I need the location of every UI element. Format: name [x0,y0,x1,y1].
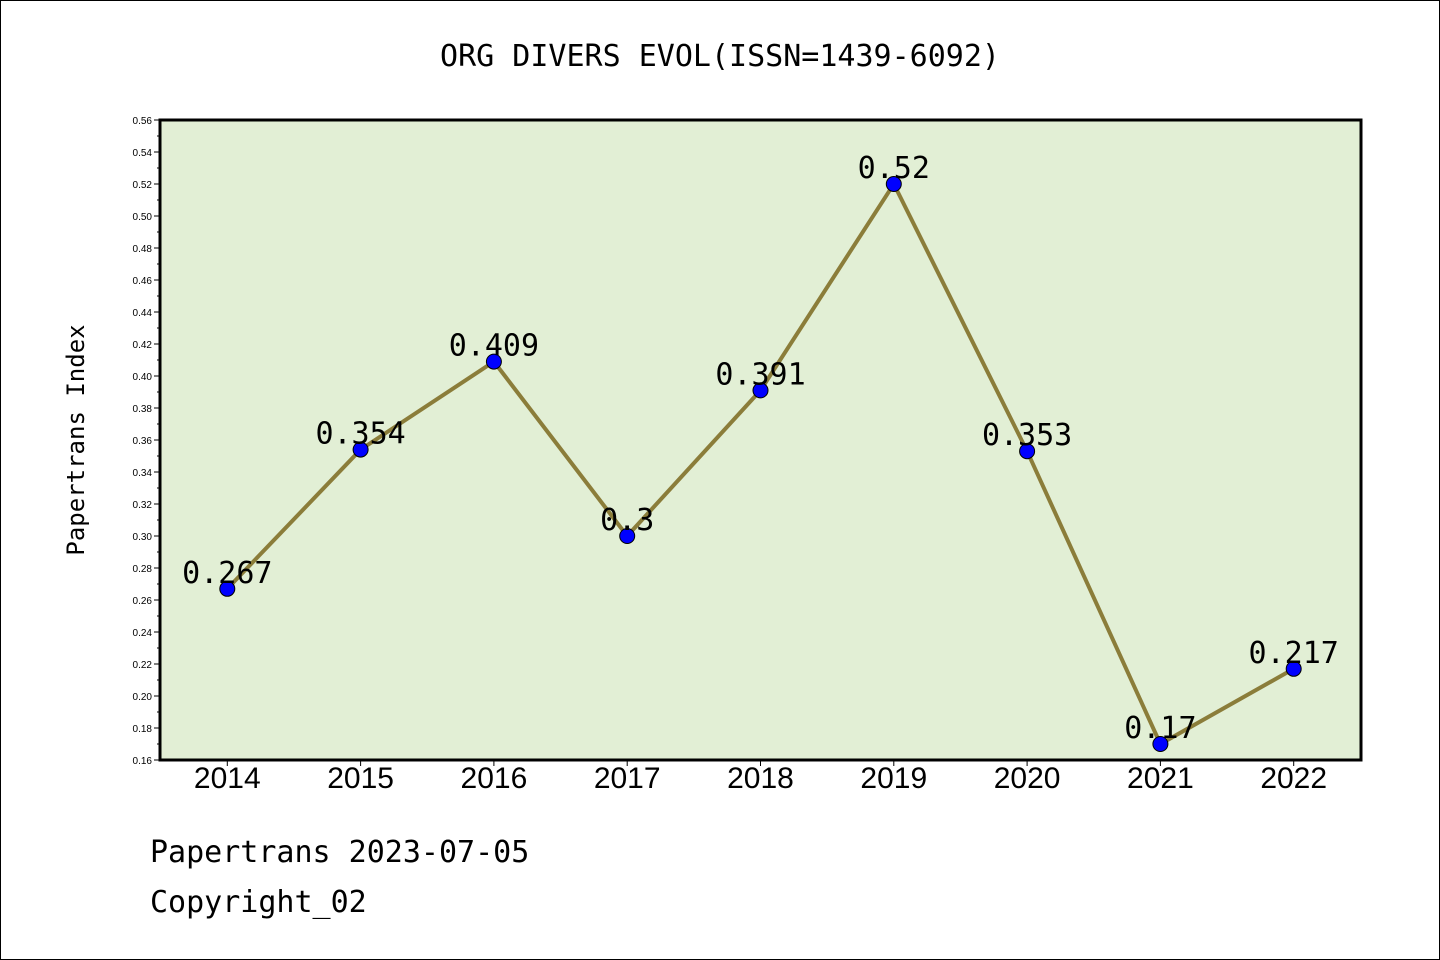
x-axis: 2014 2015 2016 2017 2018 2019 2020 2021 2022 [194,760,1327,795]
y-tick-label: 0.52 [133,180,153,191]
data-point [352,441,369,458]
y-tick-label: 0.54 [133,148,153,159]
data-point [219,580,236,597]
y-tick-label: 0.28 [133,564,153,575]
y-tick-label: 0.56 [133,116,153,127]
y-tick-label: 0.40 [133,372,153,383]
data-label: 0.17 [1124,711,1196,746]
footer-date: Papertrans 2023-07-05 [150,835,530,870]
y-axis: 0.16 0.18 0.20 0.22 0.24 0.26 0.28 0.30 0.32 0.34… [133,116,160,767]
x-tick-label: 2016 [461,762,528,795]
x-tick-label: 2022 [1260,762,1327,795]
series-layer: 0.267 0.354 0.409 0.3 0.391 0.52 0.353 0.17 0.21… [182,151,1339,752]
y-tick-label: 0.18 [133,724,153,735]
data-point [752,382,769,399]
data-point [485,353,502,370]
x-tick-label: 2019 [860,762,927,795]
plot-border [158,118,1363,762]
y-tick-label: 0.32 [133,500,153,511]
data-label: 0.409 [449,329,539,364]
y-tick-label: 0.44 [133,308,153,319]
data-point [1019,443,1036,460]
data-point [1152,736,1169,752]
y-tick-label: 0.42 [133,340,153,351]
y-tick-label: 0.36 [133,436,153,447]
x-tick-label: 2021 [1127,762,1194,795]
chart-title: ORG DIVERS EVOL(ISSN=1439-6092) [440,39,1000,74]
data-label: 0.3 [600,503,654,538]
y-tick-label: 0.50 [133,212,153,223]
data-point [619,528,636,544]
x-tick-label: 2015 [327,762,394,795]
y-tick-label: 0.22 [133,660,153,671]
data-label: 0.217 [1249,636,1339,671]
data-label: 0.353 [982,418,1072,453]
data-label: 0.52 [858,151,930,186]
footer-copyright: Copyright_02 [150,885,367,920]
x-tick-label: 2018 [727,762,794,795]
y-tick-label: 0.30 [133,532,153,543]
data-point [885,176,902,192]
x-tick-label: 2017 [594,762,661,795]
data-label: 0.267 [182,556,272,591]
y-tick-label: 0.38 [133,404,153,415]
data-label: 0.354 [315,417,405,452]
y-tick-label: 0.24 [133,628,153,639]
data-label: 0.391 [715,357,805,392]
plot-area [160,120,1361,760]
data-point [1285,660,1302,677]
x-tick-label: 2020 [994,762,1061,795]
y-tick-label: 0.26 [133,596,153,607]
y-tick-label: 0.16 [133,756,153,767]
y-tick-label: 0.34 [133,468,153,479]
y-tick-label: 0.20 [133,692,153,703]
y-tick-label: 0.48 [133,244,153,255]
y-tick-label: 0.46 [133,276,153,287]
x-tick-label: 2014 [194,762,261,795]
y-axis-label: Papertrans Index [62,324,90,555]
